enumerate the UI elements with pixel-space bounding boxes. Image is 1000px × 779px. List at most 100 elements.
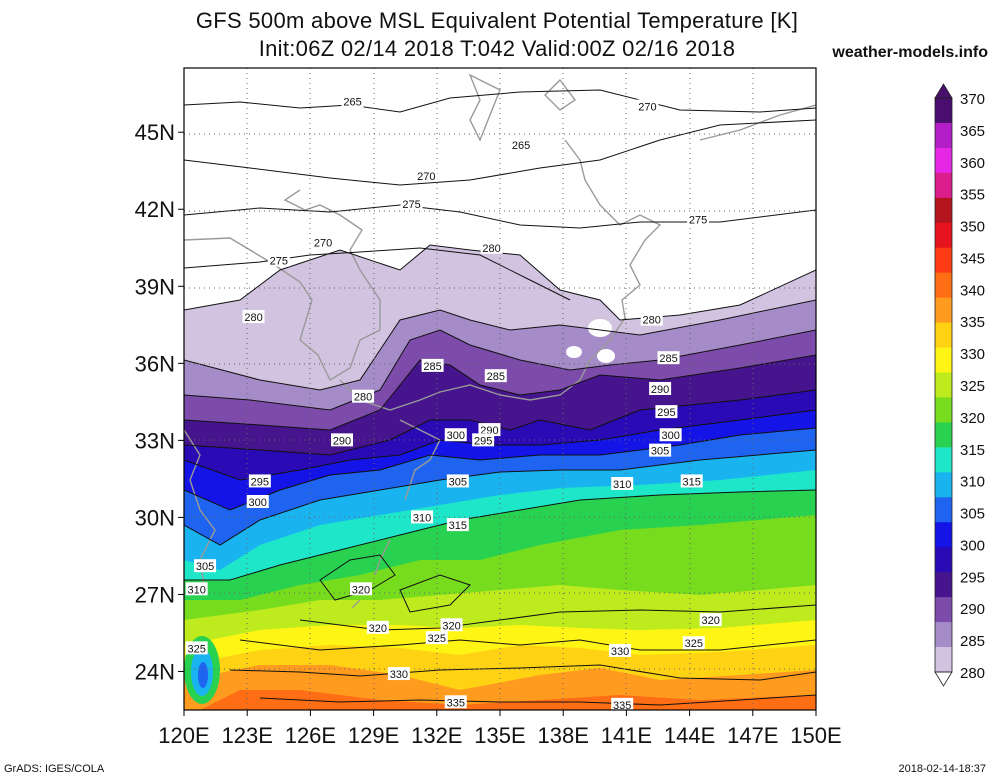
- colorbar-level-label: 330: [960, 346, 985, 363]
- colorbar-max-arrow: [934, 83, 953, 99]
- lat-tick-label: 33N: [135, 428, 175, 453]
- lat-tick-label: 45N: [135, 120, 175, 145]
- contour-label-bg: [312, 235, 335, 249]
- colorbar-swatch: [935, 522, 952, 548]
- contour-label-bg: [636, 99, 659, 113]
- contour-label-bg: [185, 641, 208, 655]
- contour-label: 275: [402, 199, 420, 211]
- contour-label: 335: [447, 697, 465, 709]
- contour-label-bg: [609, 643, 632, 657]
- contour-label: 285: [487, 371, 505, 383]
- contour-label-bg: [248, 474, 271, 488]
- colorbar-swatch: [935, 122, 952, 149]
- contour-label-bg: [446, 474, 469, 488]
- contour-label: 310: [413, 512, 431, 524]
- colorbar-level-label: 340: [960, 282, 985, 299]
- contour-label: 335: [613, 700, 631, 712]
- contour-label: 325: [428, 633, 446, 645]
- colorbar-swatch: [935, 222, 952, 249]
- contour-label-bg: [366, 620, 389, 634]
- contour-label: 280: [354, 392, 372, 404]
- contour-label-bg: [194, 559, 217, 573]
- contour-label-bg: [446, 518, 469, 532]
- contour-label: 285: [423, 361, 441, 373]
- contour-label-bg: [478, 423, 501, 437]
- site-credit[interactable]: weather-models.info: [832, 44, 988, 61]
- contour-label: 330: [611, 646, 629, 658]
- colorbar-frame: [934, 97, 953, 673]
- colorbar-swatch: [935, 347, 952, 374]
- contour-label-bg: [472, 433, 495, 447]
- colorbar-swatch: [935, 297, 952, 324]
- contour-label-bg: [480, 240, 503, 254]
- lon-tick-label: 144E: [664, 723, 715, 748]
- lat-tick-label: 24N: [135, 659, 175, 684]
- contour-label: 305: [449, 476, 467, 488]
- lon-tick-label: 141E: [601, 723, 652, 748]
- grads-credit: GrADS: IGES/COLA: [4, 763, 105, 775]
- contour-label: 290: [651, 384, 669, 396]
- contour-label: 325: [187, 643, 205, 655]
- contour-label-bg: [246, 494, 269, 508]
- contour-label: 295: [657, 407, 675, 419]
- lat-tick-label: 39N: [135, 274, 175, 299]
- contour-label-layer: 265 265 270 270 270 275 275 275 280 280 280 280 285 2…: [185, 94, 722, 712]
- colorbar-swatch: [935, 647, 952, 673]
- colorbar-level-label: 365: [960, 123, 985, 140]
- contour-label: 320: [369, 623, 387, 635]
- contour-label: 305: [651, 446, 669, 458]
- contour-label-bg: [611, 697, 634, 710]
- contour-label: 310: [613, 479, 631, 491]
- contour-label: 305: [196, 561, 214, 573]
- colorbar-swatch: [935, 247, 952, 274]
- colorbar-swatch: [935, 322, 952, 349]
- contour-label-bg: [649, 382, 672, 395]
- colorbar-level-label: 285: [960, 633, 985, 650]
- lon-tick-label: 120E: [158, 723, 209, 748]
- contour-label-bg: [640, 312, 663, 326]
- contour-label-bg: [331, 433, 353, 447]
- contour-label: 320: [352, 584, 370, 596]
- contour-label-bg: [421, 358, 444, 372]
- contour-label-bg: [510, 138, 533, 152]
- contour-label-bg: [682, 636, 705, 650]
- colorbar-level-label: 350: [960, 219, 985, 236]
- lat-tick-label: 42N: [135, 197, 175, 222]
- contour-label: 300: [661, 430, 679, 442]
- contour-label-bg: [415, 168, 438, 182]
- contour-label-bg: [444, 428, 467, 442]
- colorbar-swatch: [935, 272, 952, 299]
- contour-label-bg: [444, 695, 467, 709]
- contour-label-bg: [352, 389, 375, 403]
- colorbar-level-label: 335: [960, 314, 985, 331]
- colorbar-swatch: [935, 472, 952, 498]
- colorbar-level-label: 310: [960, 474, 985, 491]
- contour-label: 295: [474, 435, 492, 447]
- lon-tick-label: 126E: [285, 723, 336, 748]
- contour-label-bg: [341, 94, 364, 108]
- cold-pocket-1: [588, 319, 612, 337]
- lon-tick-label: 132E: [411, 723, 462, 748]
- colorbar-level-label: 295: [960, 569, 985, 586]
- contour-label-bg: [680, 474, 703, 488]
- colorbar-level-label: 320: [960, 410, 985, 427]
- colorbar-swatch: [935, 197, 952, 224]
- contour-label-bg: [649, 443, 672, 457]
- contour-label-bg: [242, 310, 265, 324]
- contour-label: 280: [643, 315, 661, 327]
- contour-label-bg: [655, 405, 678, 419]
- contour-label: 265: [512, 140, 530, 152]
- contour-label-bg: [411, 510, 434, 524]
- contour-label: 315: [683, 476, 701, 488]
- contour-label-bg: [687, 212, 710, 226]
- colorbar-swatch: [935, 597, 952, 623]
- contour-label: 270: [638, 102, 656, 114]
- colorbar-level-label: 300: [960, 537, 985, 554]
- contour-label: 270: [417, 171, 435, 183]
- contour-label: 275: [689, 215, 707, 227]
- lat-tick-label: 36N: [135, 351, 175, 376]
- contour-label-bg: [659, 428, 682, 442]
- contour-label: 330: [390, 669, 408, 681]
- colorbar: 370 365 360 355 350 345 340 335 330 325 320 315 310 3…: [934, 83, 985, 687]
